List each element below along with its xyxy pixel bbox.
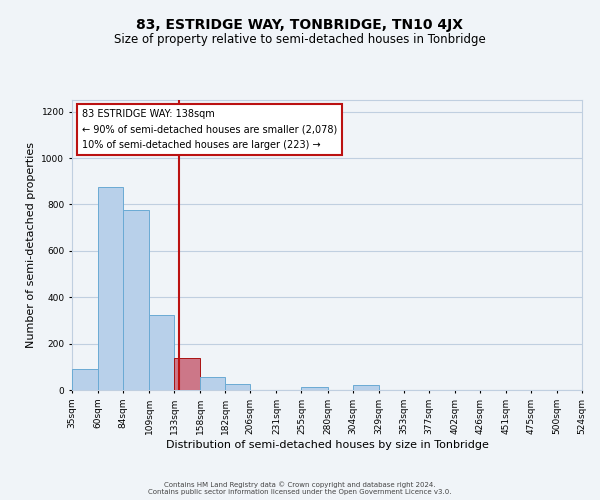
Bar	[353, 386, 379, 390]
Bar	[72, 369, 98, 390]
Bar	[301, 386, 328, 390]
Bar	[226, 384, 250, 390]
Text: Size of property relative to semi-detached houses in Tonbridge: Size of property relative to semi-detach…	[114, 32, 486, 46]
Text: Contains HM Land Registry data © Crown copyright and database right 2024.: Contains HM Land Registry data © Crown c…	[164, 481, 436, 488]
Y-axis label: Number of semi-detached properties: Number of semi-detached properties	[26, 142, 36, 348]
X-axis label: Distribution of semi-detached houses by size in Tonbridge: Distribution of semi-detached houses by …	[166, 440, 488, 450]
Bar	[200, 377, 226, 390]
Bar	[98, 187, 123, 390]
Bar	[123, 210, 149, 390]
Text: 83 ESTRIDGE WAY: 138sqm
← 90% of semi-detached houses are smaller (2,078)
10% of: 83 ESTRIDGE WAY: 138sqm ← 90% of semi-de…	[82, 108, 337, 150]
Text: 83, ESTRIDGE WAY, TONBRIDGE, TN10 4JX: 83, ESTRIDGE WAY, TONBRIDGE, TN10 4JX	[137, 18, 464, 32]
Text: Contains public sector information licensed under the Open Government Licence v3: Contains public sector information licen…	[148, 489, 452, 495]
Bar	[149, 314, 174, 390]
Bar	[174, 358, 200, 390]
